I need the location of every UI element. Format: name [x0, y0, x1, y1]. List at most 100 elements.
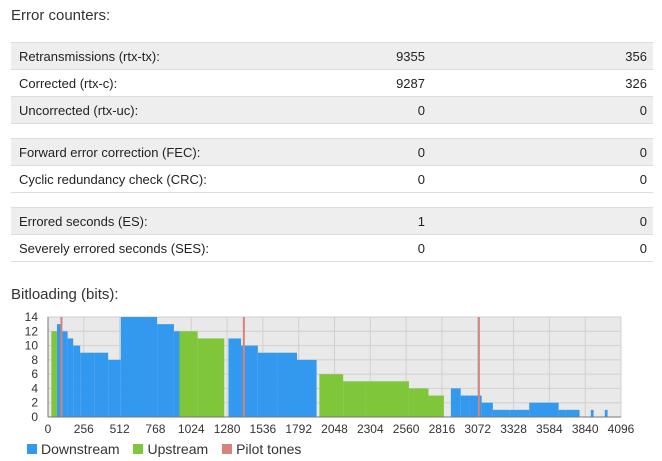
- upstream-bar: [365, 381, 409, 417]
- x-tick-label: 3584: [536, 422, 563, 436]
- downstream-bar: [492, 409, 510, 417]
- downstream-value: 0: [307, 96, 429, 124]
- upstream-value: 0: [429, 165, 653, 193]
- error-label: Retransmissions (rtx-tx):: [11, 42, 307, 70]
- downstream-bar: [297, 359, 317, 417]
- upstream-bar: [428, 395, 444, 417]
- downstream-value: 9355: [307, 42, 429, 70]
- error-row: Cyclic redundancy check (CRC): 0 0: [11, 165, 653, 193]
- downstream-bar: [61, 331, 68, 417]
- downstream-swatch: [27, 444, 37, 454]
- x-tick-label: 1024: [178, 422, 205, 436]
- pilot-swatch: [222, 444, 233, 454]
- x-tick-label: 768: [145, 422, 165, 436]
- downstream-bar: [604, 409, 608, 417]
- x-tick-label: 2048: [321, 422, 348, 436]
- x-tick-label: 1792: [285, 422, 312, 436]
- error-row: Severely errored seconds (SES): 0 0: [11, 234, 653, 262]
- legend-upstream: Upstream: [133, 441, 208, 457]
- upstream-bar: [197, 338, 225, 417]
- x-tick-label: 2560: [393, 422, 420, 436]
- y-tick-label: 12: [25, 324, 39, 338]
- downstream-value: 9287: [307, 69, 429, 97]
- downstream-bar: [590, 409, 594, 417]
- upstream-bar: [343, 381, 366, 417]
- error-counters-title: Error counters:: [11, 7, 111, 24]
- upstream-value: 356: [429, 42, 653, 70]
- upstream-value: 0: [429, 234, 653, 262]
- downstream-value: 1: [307, 207, 429, 235]
- downstream-bar: [228, 338, 242, 417]
- error-row: Corrected (rtx-c): 9287 326: [11, 69, 653, 97]
- error-label: Uncorrected (rtx-uc):: [11, 96, 307, 124]
- x-tick-label: 2304: [357, 422, 384, 436]
- downstream-bar: [460, 395, 470, 417]
- error-table-2: Errored seconds (ES): 1 0 Severely errored …: [11, 207, 653, 262]
- error-label: Cyclic redundancy check (CRC):: [11, 165, 307, 193]
- error-label: Forward error correction (FEC):: [11, 138, 307, 166]
- y-tick-label: 4: [31, 381, 38, 395]
- upstream-value: 0: [429, 207, 653, 235]
- downstream-bar: [94, 352, 109, 417]
- error-row: Forward error correction (FEC): 0 0: [11, 138, 653, 166]
- error-row: Uncorrected (rtx-uc): 0 0: [11, 96, 653, 124]
- downstream-value: 0: [307, 234, 429, 262]
- upstream-bar: [408, 388, 429, 417]
- error-row: Retransmissions (rtx-tx): 9355 356: [11, 42, 653, 70]
- error-table-0: Retransmissions (rtx-tx): 9355 356 Correcte…: [11, 42, 653, 124]
- downstream-bar: [80, 352, 95, 417]
- error-table-1: Forward error correction (FEC): 0 0 Cyclic …: [11, 138, 653, 193]
- error-label: Errored seconds (ES):: [11, 207, 307, 235]
- y-tick-label: 8: [31, 353, 38, 367]
- x-tick-label: 1536: [250, 422, 277, 436]
- downstream-bar: [67, 338, 74, 417]
- bitloading-title: Bitloading (bits):: [11, 286, 119, 303]
- x-tick-label: 512: [110, 422, 130, 436]
- legend-upstream-label: Upstream: [147, 441, 209, 457]
- downstream-bar: [257, 352, 278, 417]
- upstream-bar: [51, 331, 57, 417]
- y-tick-label: 6: [31, 367, 38, 381]
- legend-pilot: Pilot tones: [222, 441, 301, 457]
- downstream-bar: [173, 331, 180, 417]
- x-tick-label: 3840: [572, 422, 599, 436]
- downstream-bar: [565, 409, 580, 417]
- downstream-bar: [558, 409, 566, 417]
- x-tick-label: 3328: [500, 422, 527, 436]
- legend-downstream: Downstream: [27, 441, 120, 457]
- x-tick-label: 4096: [608, 422, 635, 436]
- x-tick-label: 256: [74, 422, 94, 436]
- upstream-swatch: [133, 444, 144, 454]
- x-tick-label: 0: [45, 422, 52, 436]
- downstream-bar: [529, 402, 559, 417]
- error-label: Corrected (rtx-c):: [11, 69, 307, 97]
- upstream-value: 326: [429, 69, 653, 97]
- y-tick-label: 14: [25, 310, 39, 324]
- legend-downstream-label: Downstream: [41, 441, 120, 457]
- downstream-bar: [56, 324, 62, 417]
- downstream-bar: [450, 388, 461, 417]
- chart-legend: Downstream Upstream Pilot tones: [27, 441, 311, 457]
- x-tick-label: 1280: [214, 422, 241, 436]
- downstream-bar: [241, 345, 258, 417]
- error-label: Severely errored seconds (SES):: [11, 234, 307, 262]
- upstream-value: 0: [429, 138, 653, 166]
- downstream-bar: [73, 345, 81, 417]
- error-row: Errored seconds (ES): 1 0: [11, 207, 653, 235]
- x-tick-label: 2816: [429, 422, 456, 436]
- y-tick-label: 0: [31, 410, 38, 424]
- upstream-bar: [319, 374, 344, 417]
- upstream-value: 0: [429, 96, 653, 124]
- y-tick-label: 10: [25, 339, 39, 353]
- downstream-bar: [277, 352, 298, 417]
- legend-pilot-label: Pilot tones: [236, 441, 302, 457]
- downstream-bar: [481, 402, 493, 417]
- downstream-bar: [108, 359, 121, 417]
- bitloading-chart: 0 256 512 768 1024 1280 1536 1792 2048 2304 2560 28…: [25, 310, 635, 436]
- downstream-value: 0: [307, 165, 429, 193]
- y-tick-label: 2: [31, 396, 38, 410]
- x-tick-label: 3072: [464, 422, 491, 436]
- downstream-bar: [509, 409, 530, 417]
- upstream-bar: [179, 331, 198, 417]
- downstream-bar: [120, 317, 158, 417]
